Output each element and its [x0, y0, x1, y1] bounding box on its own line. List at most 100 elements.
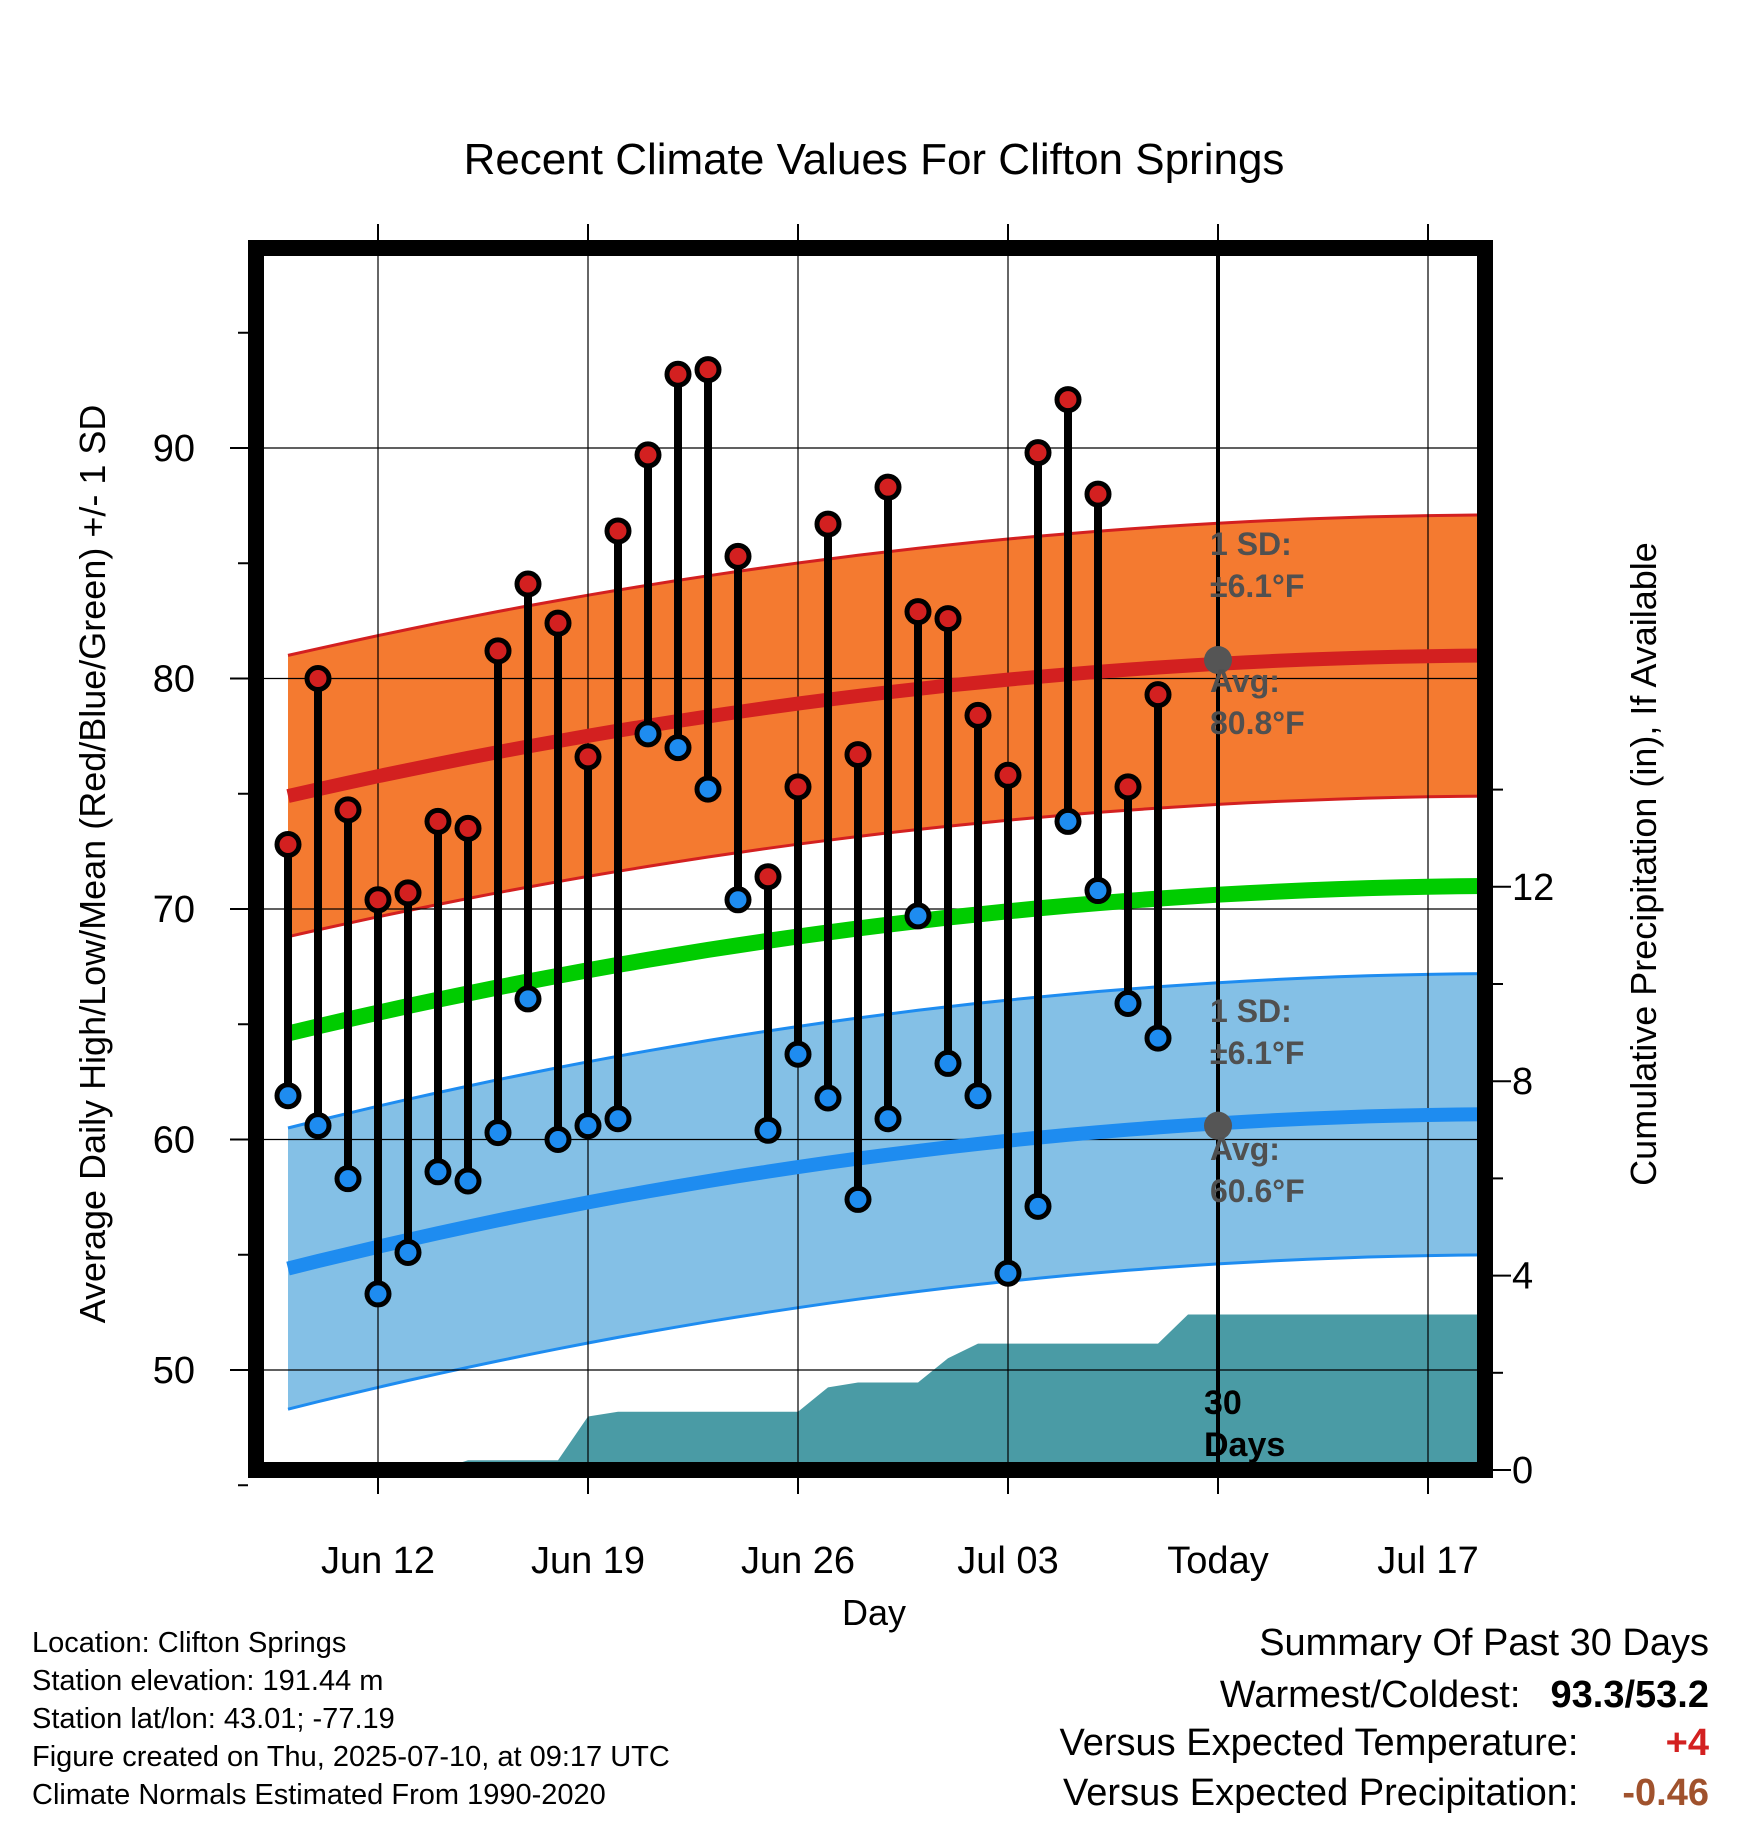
low-point	[904, 902, 932, 930]
y2-tick-label: 8	[1512, 1061, 1533, 1103]
x-tick-label: Jun 19	[531, 1540, 645, 1582]
low-point	[454, 1167, 482, 1195]
high-point	[1054, 386, 1082, 414]
high-point	[304, 665, 332, 692]
precip-value: -0.46	[1622, 1772, 1709, 1814]
high-point	[724, 542, 752, 570]
high-point	[334, 796, 362, 824]
low-point	[394, 1238, 422, 1266]
today-high-avg-marker	[1204, 646, 1232, 675]
summary-temp: Versus Expected Temperature: +4	[1060, 1722, 1709, 1765]
precip-label: Versus Expected Precipitation:	[1063, 1772, 1579, 1814]
low-point	[724, 886, 752, 914]
avg-low-label: Avg: 60.6°F	[1210, 1131, 1305, 1209]
low-point	[964, 1082, 992, 1110]
low-point	[574, 1112, 602, 1140]
temp-value: +4	[1665, 1722, 1709, 1764]
low-point	[514, 985, 542, 1013]
sd-low-label: 1 SD: ±6.1°F	[1210, 993, 1304, 1071]
y-tick-label: 80	[153, 659, 195, 701]
high-point	[784, 773, 812, 801]
low-point	[934, 1049, 962, 1077]
high-point	[1144, 681, 1172, 709]
low-point	[544, 1126, 572, 1153]
y-axis-label: Average Daily High/Low/Mean (Red/Blue/Gr…	[72, 405, 113, 1324]
info-normals: Climate Normals Estimated From 1990-2020	[32, 1779, 606, 1811]
y-tick-label: 50	[153, 1350, 195, 1392]
low-point	[274, 1082, 302, 1110]
sd-high-label: 1 SD: ±6.1°F	[1210, 526, 1304, 604]
high-point	[454, 814, 482, 842]
high-point	[394, 879, 422, 907]
y2-tick-label: 0	[1512, 1450, 1533, 1492]
low-point	[754, 1116, 782, 1144]
high-point	[544, 609, 572, 637]
x-tick-label: Today	[1167, 1540, 1268, 1582]
low-point	[1144, 1024, 1172, 1052]
low-point	[364, 1280, 392, 1308]
x-axis-label: Day	[842, 1592, 906, 1633]
high-point	[694, 356, 722, 384]
high-point	[484, 637, 512, 665]
high-point	[754, 863, 782, 891]
high-sd-band-lower	[287, 794, 1485, 939]
low-point	[1114, 990, 1142, 1018]
summary-title: Summary Of Past 30 Days	[1259, 1622, 1709, 1664]
x-tick-label: Jul 17	[1377, 1540, 1478, 1582]
low-sd-band-upper	[287, 972, 1485, 1130]
y2-tick-label: 12	[1512, 867, 1554, 909]
high-sd-band	[288, 514, 1485, 937]
y2-axis-label: Cumulative Precipitation (in), If Availa…	[1623, 542, 1664, 1186]
low-point	[634, 720, 662, 748]
high-point	[994, 761, 1022, 789]
low-point	[844, 1185, 872, 1213]
info-location: Location: Clifton Springs	[32, 1627, 347, 1659]
high-point	[1084, 480, 1112, 508]
y-tick-label: 90	[153, 428, 195, 470]
high-point	[574, 743, 602, 771]
days-count-label: 30 Days	[1204, 1384, 1285, 1464]
low-point	[334, 1165, 362, 1193]
low-point	[304, 1112, 332, 1140]
high-point	[1114, 773, 1142, 801]
high-point	[1024, 439, 1052, 467]
low-point	[994, 1259, 1022, 1287]
summary-precip: Versus Expected Precipitation: -0.46	[1063, 1772, 1709, 1815]
high-point	[814, 510, 842, 538]
low-point	[664, 734, 692, 762]
low-point	[424, 1158, 452, 1186]
station-info: Location: Clifton Springs Station elevat…	[32, 1624, 670, 1814]
high-point	[874, 473, 902, 501]
low-point	[604, 1105, 632, 1133]
warmest-label: Warmest/Coldest:	[1219, 1674, 1521, 1716]
high-point	[904, 598, 932, 626]
summary-warmest: Warmest/Coldest: 93.3/53.2	[1220, 1674, 1709, 1717]
low-sd-band-lower	[287, 1253, 1485, 1411]
high-point	[634, 441, 662, 469]
info-created: Figure created on Thu, 2025-07-10, at 09…	[32, 1741, 670, 1773]
high-point	[364, 886, 392, 914]
low-point	[1024, 1192, 1052, 1220]
avg-mean-line	[286, 878, 1485, 1042]
low-point	[484, 1119, 512, 1147]
high-point	[274, 830, 302, 858]
plot-frame	[248, 240, 1493, 1478]
low-point	[1054, 807, 1082, 835]
low-point	[784, 1040, 812, 1068]
high-point	[604, 517, 632, 545]
high-point	[844, 741, 872, 769]
high-point	[934, 605, 962, 633]
avg-high-line	[286, 648, 1485, 803]
temp-label: Versus Expected Temperature:	[1059, 1722, 1579, 1764]
avg-high-label: Avg: 80.8°F	[1210, 663, 1305, 741]
y2-tick-label: 4	[1512, 1256, 1533, 1298]
info-latlon: Station lat/lon: 43.01; -77.19	[32, 1703, 395, 1735]
chart-title: Recent Climate Values For Clifton Spring…	[464, 135, 1285, 184]
high-point	[664, 360, 692, 388]
y-tick-label: 60	[153, 1120, 195, 1162]
today-low-avg-marker	[1204, 1111, 1232, 1140]
low-point	[694, 775, 722, 803]
avg-low-line	[286, 1107, 1485, 1276]
plot-area	[256, 248, 1485, 1470]
